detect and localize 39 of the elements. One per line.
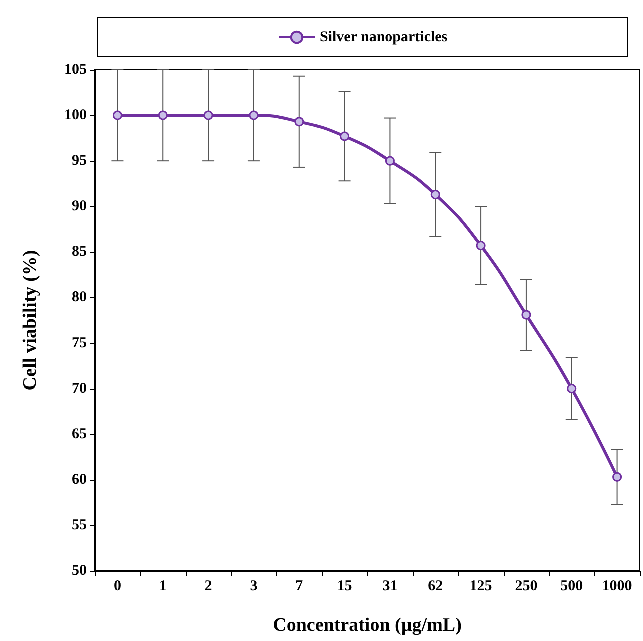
y-tick-label: 55	[72, 517, 87, 534]
x-tick-label: 31	[382, 578, 398, 594]
y-axis-title: Cell viability (%)	[20, 250, 41, 391]
point	[204, 110, 214, 120]
x-tick-label: 15	[337, 578, 352, 594]
point	[612, 472, 622, 482]
point	[385, 156, 395, 166]
x-tick-label: 500	[560, 578, 584, 594]
x-tick-label: 1000	[602, 578, 632, 594]
y-tick-label: 100	[64, 108, 87, 124]
y-tick-label: 90	[72, 198, 87, 215]
point	[112, 110, 122, 120]
y-tick-label: 105	[64, 62, 87, 78]
point	[522, 310, 532, 320]
x-tick-label: 1	[159, 578, 167, 594]
point	[249, 110, 259, 120]
x-tick-label: 3	[250, 578, 258, 594]
point	[294, 117, 304, 127]
point	[340, 132, 350, 142]
point	[567, 384, 577, 394]
y-tick-label: 50	[72, 563, 87, 579]
x-tick-label: 7	[296, 578, 304, 594]
y-tick-label: 60	[72, 472, 87, 488]
legend-label: Silver nanoparticles	[320, 30, 448, 46]
y-tick-label: 65	[72, 426, 87, 442]
y-tick-label: 75	[72, 335, 87, 352]
x-tick-label: 250	[515, 578, 538, 594]
point	[476, 241, 486, 251]
x-axis-title: Concentration (µg/mL)	[273, 615, 462, 636]
x-tick-label: 2	[204, 578, 212, 594]
point	[158, 110, 168, 120]
x-tick-label: 0	[114, 578, 122, 594]
x-tick-label: 62	[428, 578, 444, 594]
y-tick-label: 80	[72, 290, 87, 306]
y-tick-label: 95	[72, 153, 87, 170]
y-tick-label: 70	[72, 380, 87, 397]
y-tick-label: 85	[72, 244, 87, 260]
point	[430, 190, 440, 200]
x-tick-label: 125	[470, 578, 492, 594]
